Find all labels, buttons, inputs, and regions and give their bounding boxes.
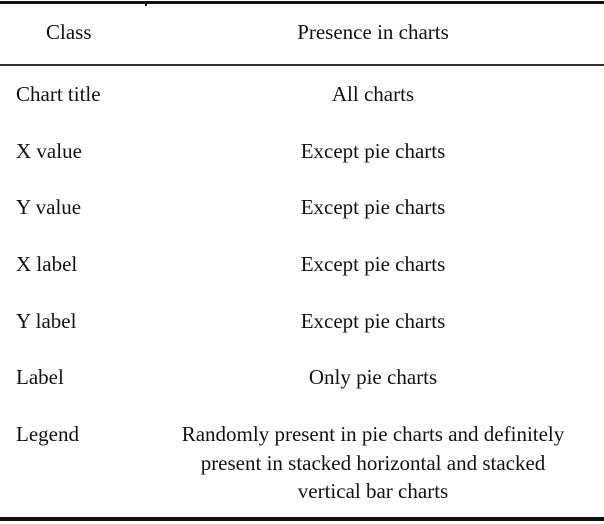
- header-rule: [0, 64, 604, 66]
- top-rule: [0, 1, 604, 4]
- cell-presence: Except pie charts: [300, 309, 446, 333]
- bottom-rule: [0, 517, 604, 521]
- header-class: Class: [46, 20, 92, 44]
- cell-presence: Except pie charts: [300, 195, 446, 219]
- cell-class: Chart title: [16, 82, 101, 106]
- cell-presence: Except pie charts: [300, 139, 446, 163]
- cell-presence: Randomly present in pie charts and defin…: [181, 422, 565, 503]
- cell-class: Y value: [16, 195, 82, 219]
- cell-class: X value: [16, 139, 82, 163]
- cell-class: Label: [16, 365, 64, 389]
- cell-class: X label: [16, 252, 78, 276]
- cell-presence: Except pie charts: [300, 252, 446, 276]
- cell-class: Legend: [16, 422, 79, 446]
- header-presence: Presence in charts: [297, 20, 449, 44]
- cell-class: Y label: [16, 309, 77, 333]
- cell-presence: All charts: [331, 82, 415, 106]
- column-divider-tick: [145, 1, 147, 6]
- cell-presence: Only pie charts: [308, 365, 438, 389]
